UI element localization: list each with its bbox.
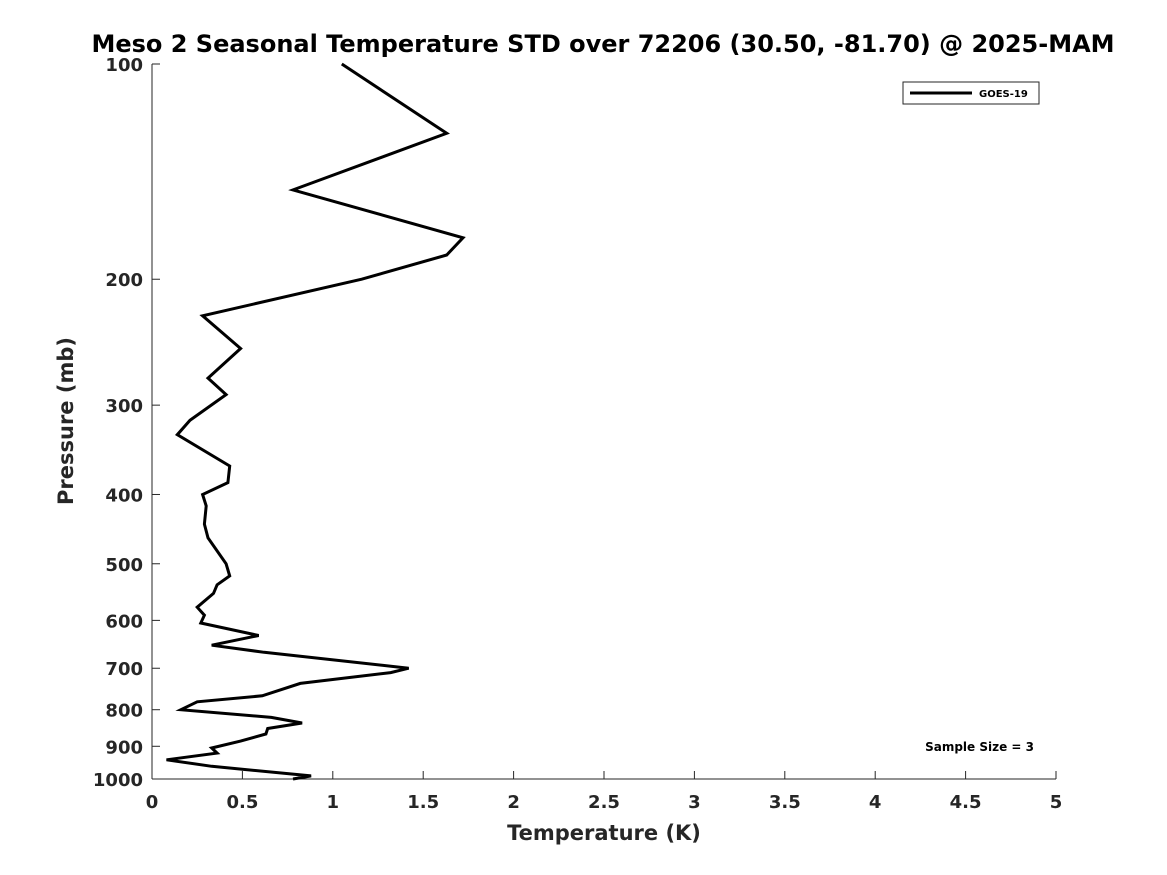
- legend: GOES-19: [902, 81, 1040, 105]
- x-ticks: 0 0.5 1 1.5 2 2.5 3 3.5 4 4.5 5: [146, 771, 1063, 813]
- x-tick-label: 1.5: [407, 792, 439, 813]
- y-tick-label: 900: [105, 737, 143, 758]
- x-tick-label: 0: [146, 792, 159, 813]
- x-tick-label: 3: [688, 792, 701, 813]
- legend-entry-label: GOES-19: [979, 89, 1028, 100]
- y-tick-label: 200: [105, 270, 143, 291]
- x-tick-label: 4.5: [950, 792, 982, 813]
- x-tick-label: 5: [1050, 792, 1063, 813]
- chart-title: Meso 2 Seasonal Temperature STD over 722…: [91, 30, 1114, 58]
- x-axis-label: Temperature (K): [507, 821, 701, 845]
- y-axis-label: Pressure (mb): [54, 337, 78, 505]
- x-tick-label: 3.5: [769, 792, 801, 813]
- y-ticks: 100 200 300 400 500 600 700 800 900 1000: [93, 55, 160, 791]
- y-tick-label: 300: [105, 396, 143, 417]
- y-tick-label: 800: [105, 701, 143, 722]
- x-tick-label: 2.5: [588, 792, 620, 813]
- sample-size-annotation: Sample Size = 3: [925, 740, 1034, 754]
- series-layer: [166, 62, 466, 781]
- y-tick-label: 500: [105, 555, 143, 576]
- x-tick-label: 2: [507, 792, 520, 813]
- y-tick-label: 100: [105, 55, 143, 76]
- y-tick-label: 600: [105, 611, 143, 632]
- x-tick-label: 0.5: [226, 792, 258, 813]
- y-tick-label: 1000: [93, 770, 143, 791]
- series-line-goes-19: [166, 62, 466, 781]
- x-tick-label: 4: [869, 792, 882, 813]
- x-tick-label: 1: [327, 792, 340, 813]
- y-tick-label: 400: [105, 485, 143, 506]
- y-tick-label: 700: [105, 659, 143, 680]
